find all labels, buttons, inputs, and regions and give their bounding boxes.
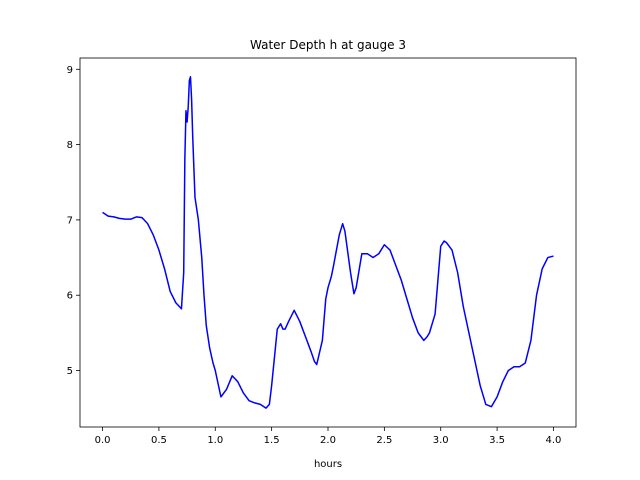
y-axis: 5 6 7 8 9 — [67, 65, 80, 377]
x-tick-label: 2.5 — [376, 435, 392, 446]
x-tick-label: 3.5 — [489, 435, 505, 446]
x-tick-label: 1.0 — [207, 435, 223, 446]
x-axis-label: hours — [314, 459, 342, 470]
x-tick-label: 4.0 — [546, 435, 562, 446]
y-tick-label: 8 — [67, 140, 73, 151]
x-tick-label: 0.0 — [95, 435, 111, 446]
plot-area — [102, 76, 554, 409]
x-tick-label: 3.0 — [433, 435, 449, 446]
y-tick-label: 7 — [67, 215, 73, 226]
x-tick-label: 2.0 — [320, 435, 336, 446]
y-tick-label: 5 — [67, 366, 73, 377]
chart-title: Water Depth h at gauge 3 — [250, 38, 406, 52]
axes-frame — [79, 57, 577, 428]
y-tick-label: 6 — [67, 291, 73, 302]
x-axis: 0.0 0.5 1.0 1.5 2.0 2.5 3.0 3.5 4.0 — [95, 427, 562, 446]
y-tick-label: 9 — [67, 65, 73, 76]
x-tick-label: 1.5 — [264, 435, 280, 446]
x-tick-label: 0.5 — [151, 435, 167, 446]
series-line — [102, 76, 554, 409]
